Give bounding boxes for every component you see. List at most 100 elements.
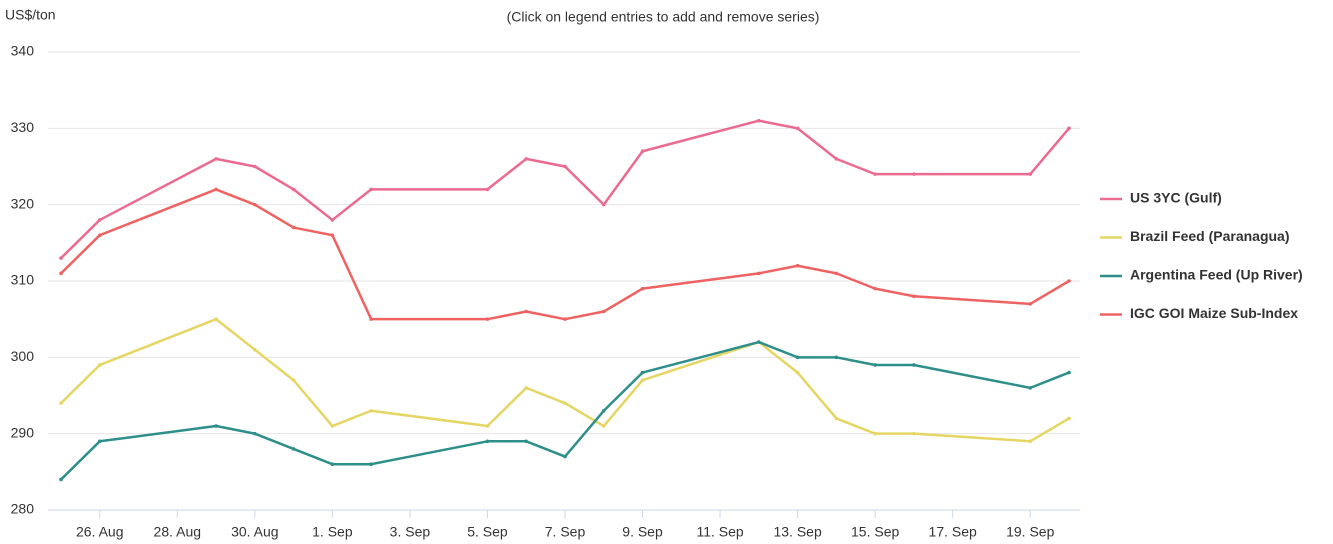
point — [795, 355, 800, 360]
series-line — [60, 119, 1070, 259]
point — [369, 317, 373, 321]
point — [330, 424, 335, 428]
series-line — [60, 188, 1070, 321]
point — [640, 149, 645, 154]
point — [1067, 416, 1071, 421]
point — [640, 286, 645, 291]
point — [757, 118, 761, 123]
point — [59, 271, 63, 276]
legend-label[interactable]: IGC GOI Maize Sub-Index — [1130, 305, 1298, 321]
point — [485, 439, 490, 444]
x-tick-label: 1. Sep — [312, 524, 353, 540]
point — [330, 233, 335, 237]
x-tick-label: 17. Sep — [929, 524, 977, 540]
y-tick-label: 300 — [11, 348, 35, 364]
y-tick-label: 340 — [11, 43, 35, 59]
point — [912, 363, 916, 367]
point — [291, 225, 296, 230]
point — [873, 172, 877, 176]
point — [1067, 126, 1071, 131]
point — [214, 317, 218, 321]
point — [563, 164, 567, 169]
point — [1028, 439, 1033, 444]
point — [214, 157, 218, 161]
point — [834, 157, 839, 161]
series-line — [60, 340, 1070, 481]
point — [330, 462, 335, 467]
point — [369, 187, 373, 192]
y-tick-label: 330 — [11, 119, 35, 135]
point — [214, 187, 218, 192]
point — [1028, 302, 1033, 306]
point — [524, 309, 529, 314]
point — [214, 424, 218, 428]
point — [912, 294, 916, 299]
point — [97, 218, 102, 222]
point — [485, 317, 490, 321]
point — [524, 386, 529, 390]
legend-label[interactable]: US 3YC (Gulf) — [1130, 190, 1222, 206]
point — [834, 416, 839, 421]
point — [601, 309, 606, 314]
point — [912, 431, 916, 436]
point — [253, 164, 257, 169]
point — [524, 157, 529, 161]
x-tick-label: 28. Aug — [154, 524, 202, 540]
point — [834, 271, 839, 276]
point — [97, 233, 102, 237]
point — [253, 431, 257, 436]
x-tick-label: 19. Sep — [1006, 524, 1054, 540]
point — [873, 431, 877, 436]
x-tick-label: 13. Sep — [773, 524, 821, 540]
point — [795, 370, 800, 375]
y-tick-label: 290 — [11, 424, 35, 440]
point — [912, 172, 916, 176]
point — [330, 218, 335, 222]
x-tick-label: 11. Sep — [696, 524, 743, 540]
point — [1028, 386, 1033, 390]
x-tick-label: 7. Sep — [545, 524, 586, 540]
point — [59, 477, 63, 482]
point — [59, 401, 63, 405]
y-tick-label: 320 — [11, 195, 35, 211]
point — [59, 256, 63, 260]
point — [369, 408, 373, 413]
point — [601, 408, 606, 413]
point — [524, 439, 529, 444]
point — [97, 363, 102, 367]
point — [795, 263, 800, 268]
point — [640, 378, 645, 383]
point — [291, 187, 296, 192]
point — [291, 447, 296, 451]
point — [601, 202, 606, 207]
point — [873, 363, 877, 367]
x-tick-label: 15. Sep — [851, 524, 899, 540]
point — [563, 317, 567, 321]
point — [291, 378, 296, 383]
point — [485, 187, 490, 192]
x-tick-label: 9. Sep — [622, 524, 663, 540]
subtitle: (Click on legend entries to add and remo… — [507, 9, 820, 25]
point — [1028, 172, 1033, 176]
point — [253, 347, 257, 352]
y-tick-label: 280 — [11, 501, 35, 517]
point — [1067, 370, 1071, 375]
y-axis-label: US$/ton — [5, 7, 56, 23]
point — [873, 286, 877, 291]
point — [1067, 279, 1071, 283]
point — [97, 439, 102, 444]
point — [757, 271, 761, 276]
y-tick-label: 310 — [11, 272, 35, 288]
x-tick-label: 5. Sep — [467, 524, 508, 540]
legend-label[interactable]: Brazil Feed (Paranagua) — [1130, 228, 1290, 244]
legend-label[interactable]: Argentina Feed (Up River) — [1130, 267, 1303, 283]
x-tick-label: 3. Sep — [390, 524, 431, 540]
series-line — [60, 317, 1070, 443]
point — [253, 202, 257, 207]
point — [563, 401, 567, 405]
point — [834, 355, 839, 360]
point — [563, 454, 567, 459]
x-tick-label: 30. Aug — [231, 524, 279, 540]
point — [601, 424, 606, 428]
